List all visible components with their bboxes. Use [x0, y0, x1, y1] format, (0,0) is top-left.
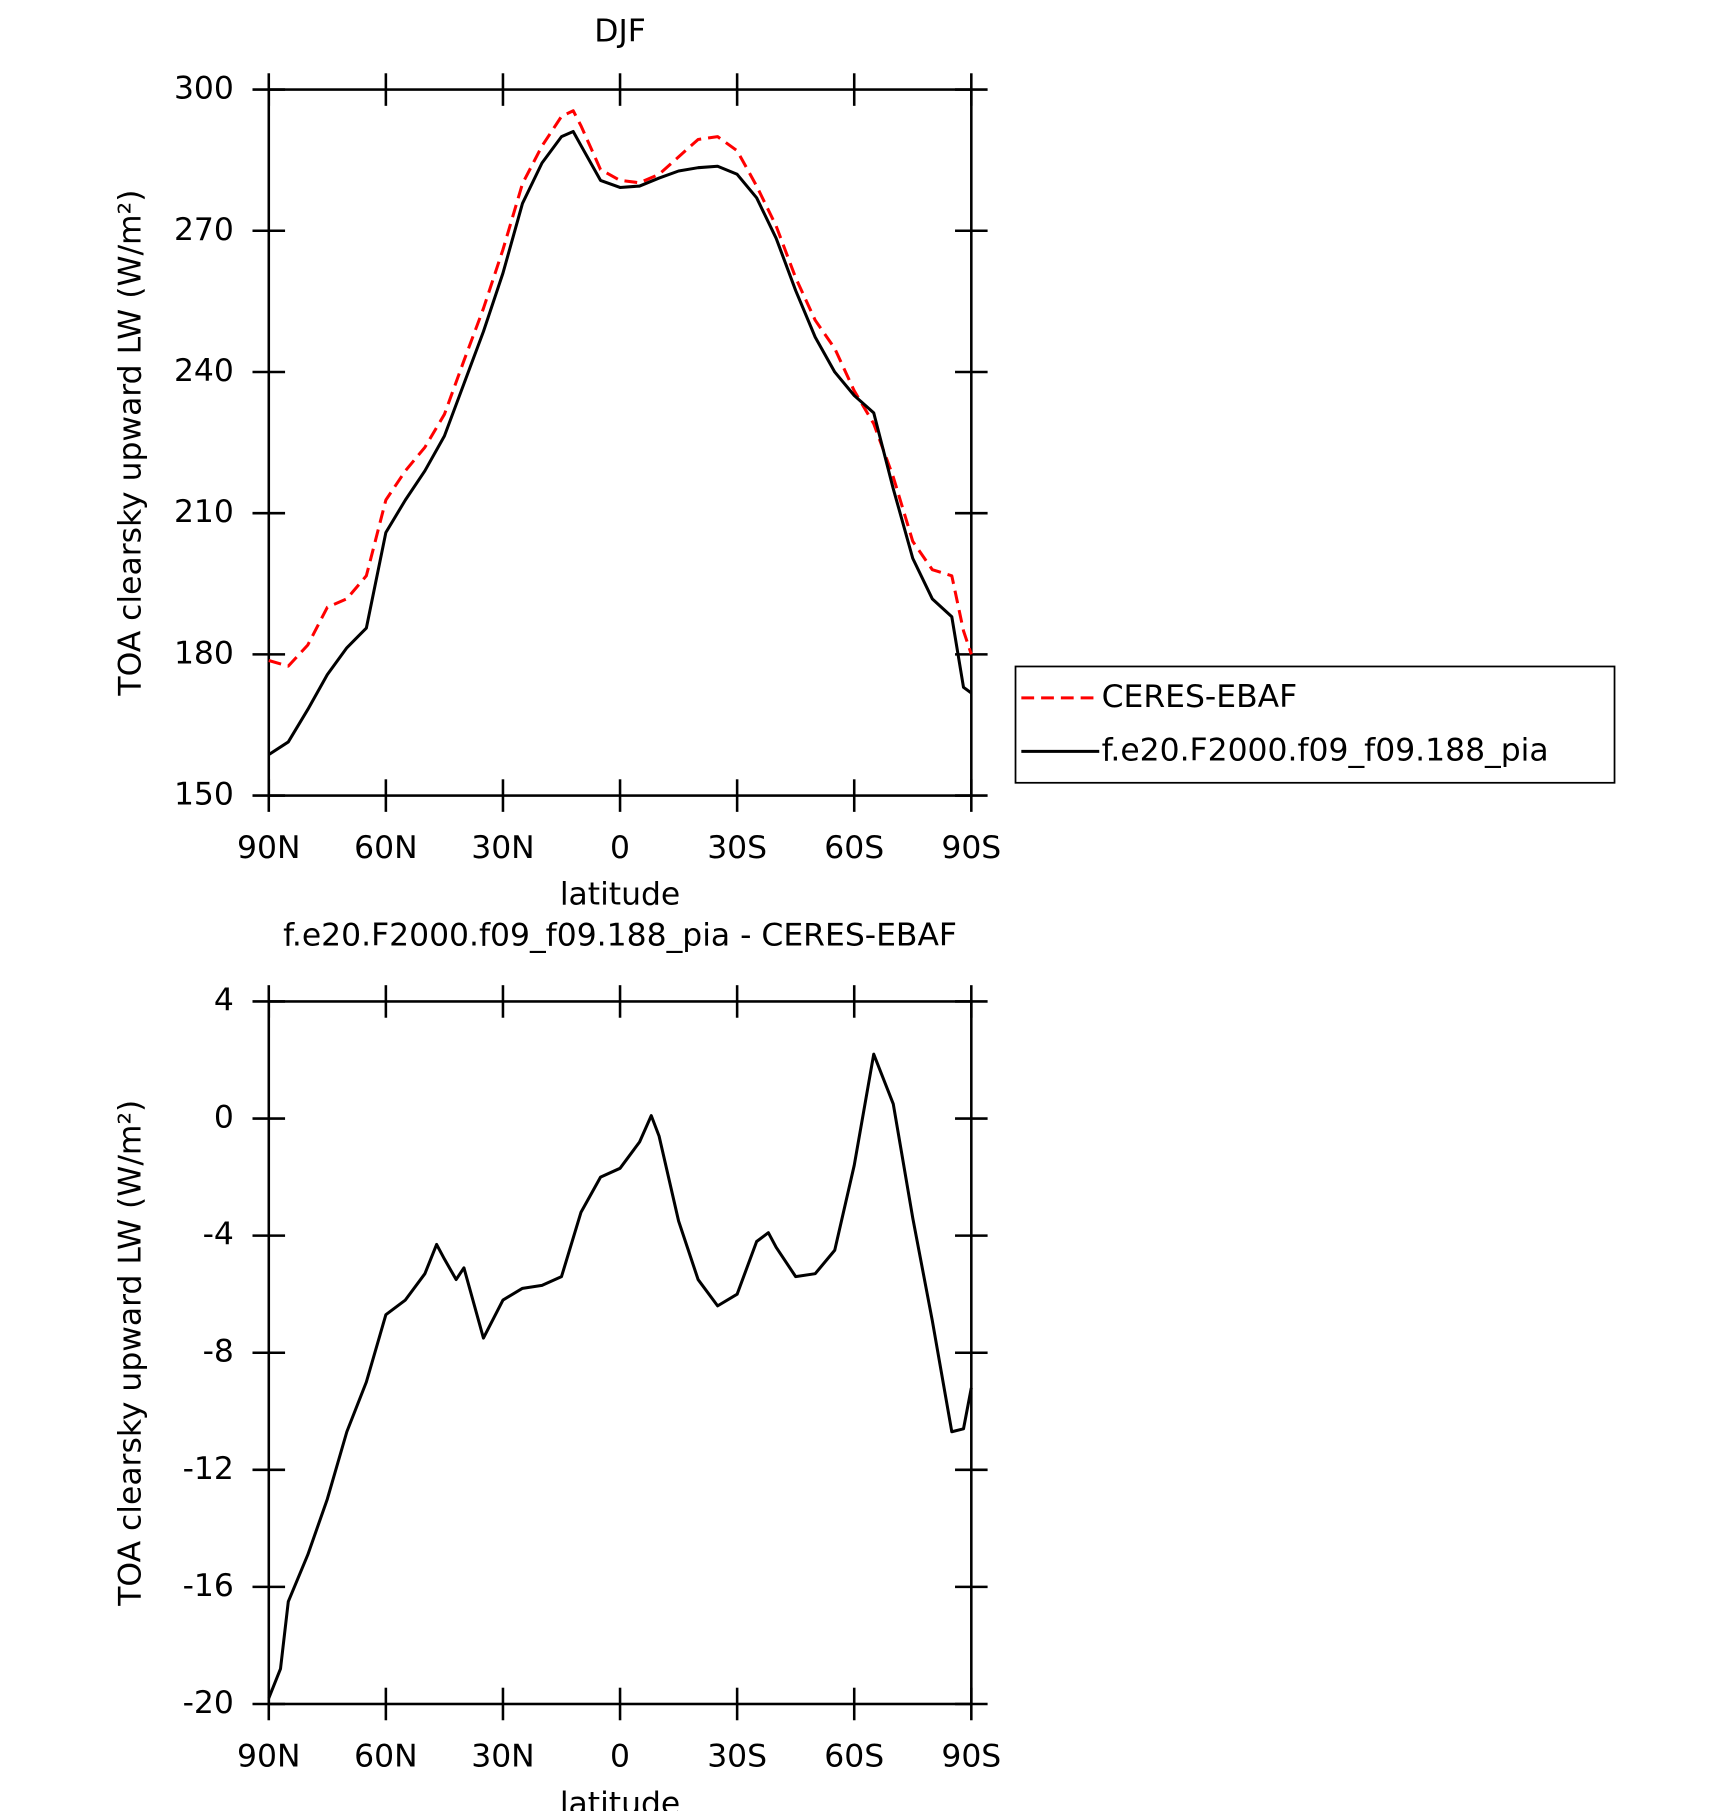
plot-frame: [267, 1000, 973, 1706]
plot-frame: [267, 88, 973, 797]
y-tick-label: 210: [174, 494, 234, 530]
x-tick-label: 0: [610, 1738, 630, 1774]
x-tick-label: 90N: [237, 1738, 300, 1774]
y-tick-label: -16: [183, 1568, 234, 1604]
y-tick-label: -8: [203, 1334, 234, 1370]
x-tick-label: 0: [610, 830, 630, 866]
legend-label: CERES-EBAF: [1102, 679, 1298, 715]
x-tick-label: 60N: [354, 830, 417, 866]
legend-box: [1014, 665, 1616, 784]
y-tick-label: 180: [174, 635, 234, 671]
y-tick-label: -20: [183, 1685, 234, 1721]
chart-title: f.e20.F2000.f09_f09.188_pia - CERES-EBAF: [283, 917, 957, 953]
x-axis-label: latitude: [560, 877, 680, 913]
x-tick-label: 60S: [824, 830, 884, 866]
y-tick-label: 270: [174, 212, 234, 248]
data-line: [267, 1052, 973, 1699]
y-tick-label: -4: [203, 1217, 234, 1253]
data-line: [267, 129, 973, 756]
legend-label: f.e20.F2000.f09_f09.188_pia: [1102, 732, 1549, 768]
x-tick-label: 30S: [707, 830, 767, 866]
y-tick-label: 0: [214, 1100, 234, 1136]
y-tick-label: -12: [183, 1451, 234, 1487]
x-tick-label: 30N: [471, 830, 534, 866]
x-tick-label: 30N: [471, 1738, 534, 1774]
x-tick-label: 60S: [824, 1738, 884, 1774]
y-tick-label: 4: [214, 982, 234, 1018]
x-tick-label: 30S: [707, 1738, 767, 1774]
y-tick-label: 240: [174, 353, 234, 389]
y-axis-label: TOA clearsky upward LW (W/m²): [113, 190, 149, 697]
x-tick-label: 60N: [354, 1738, 417, 1774]
x-tick-label: 90S: [941, 1738, 1001, 1774]
data-line: [268, 109, 973, 668]
y-tick-label: 300: [174, 71, 234, 107]
y-axis-label: TOA clearsky upward LW (W/m²): [113, 1100, 149, 1607]
x-tick-label: 90S: [941, 830, 1001, 866]
x-tick-label: 90N: [237, 830, 300, 866]
chart-title: DJF: [594, 14, 646, 50]
y-tick-label: 150: [174, 777, 234, 813]
x-axis-label: latitude: [560, 1786, 680, 1811]
